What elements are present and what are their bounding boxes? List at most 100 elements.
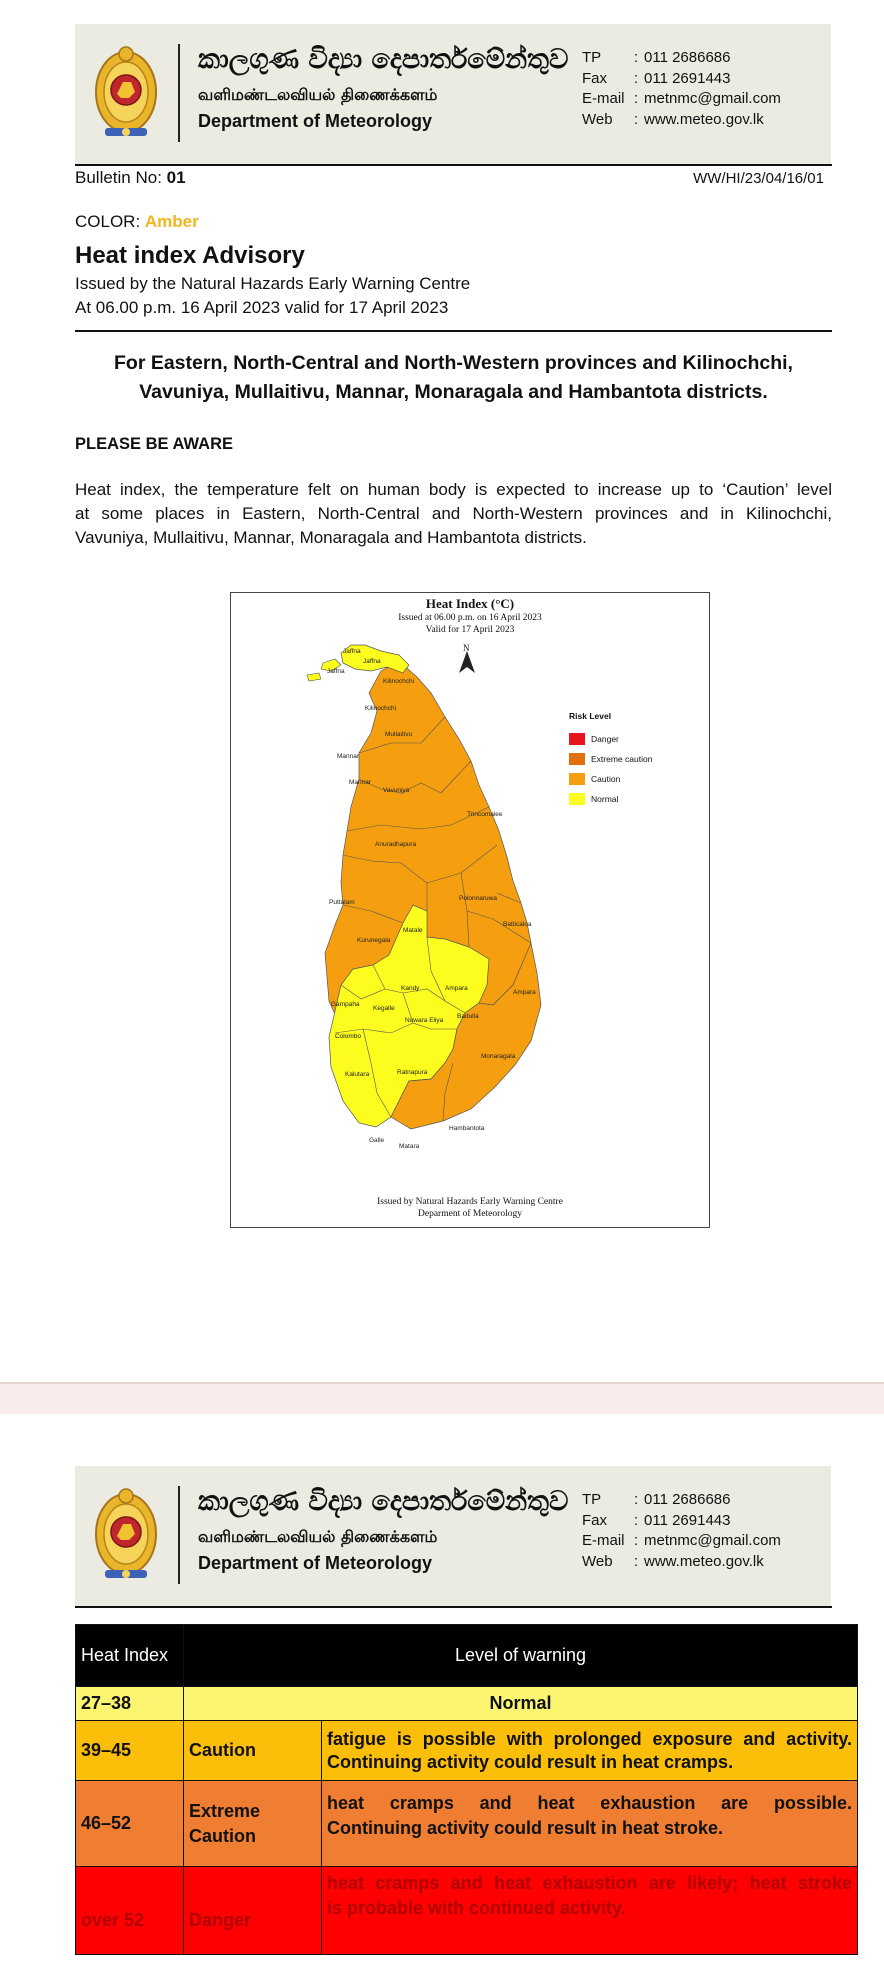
contact-block: TP:011 2686686 Fax:011 2691443 E-mail: me…	[582, 48, 781, 130]
body-line-1: Heat index, the temperature felt on huma…	[75, 480, 832, 499]
section-rule	[75, 330, 832, 332]
label-badulla: Badulla	[457, 1013, 479, 1020]
contact-fax: Fax:011 2691443	[582, 1511, 731, 1529]
label-gampaha: Gampaha	[331, 1001, 360, 1008]
label-nuwara-eliya: Nuwara Eliya	[405, 1017, 444, 1024]
table-header-row: Heat Index Level of warning	[75, 1624, 858, 1687]
bulletin-number: Bulletin No: 01	[75, 168, 186, 187]
body-line-2: at some places in Eastern, North-Central…	[75, 504, 832, 523]
issued-by: Issued by the Natural Hazards Early Warn…	[75, 274, 471, 293]
contact-tp: TP:011 2686686	[582, 49, 731, 66]
range-extreme-caution: 46–52	[75, 1780, 184, 1867]
jaffna-region	[340, 644, 410, 674]
header-rule-2	[75, 1606, 832, 1608]
legend-danger: Danger	[569, 729, 652, 749]
table-row-normal: 27–38 Normal	[75, 1686, 858, 1721]
table-row-danger: over 52 Danger heat cramps and heat exha…	[75, 1866, 858, 1955]
heat-index-map: Heat Index (°C) Issued at 06.00 p.m. on …	[230, 592, 710, 1228]
bulletin-page-1: කාලගුණ විද්‍යා දෙපාර්තමේන්තුව வளிமண்டலவி…	[75, 24, 832, 1228]
label-galle: Galle	[369, 1137, 385, 1144]
header-level-of-warning: Level of warning	[183, 1624, 858, 1687]
alert-color-value: Amber	[144, 212, 199, 231]
dept-name-tamil: வளிமண்டலவியல் திணைக்களம்	[198, 1527, 438, 1546]
map-footer-1: Issued by Natural Hazards Early Warning …	[377, 1197, 563, 1207]
label-mannar: Mannar	[349, 779, 372, 786]
label-ampara-e: Ampara	[513, 989, 536, 996]
label-polonnaruwa: Polonnaruwa	[459, 895, 497, 902]
legend-extreme-caution: Extreme caution	[569, 749, 652, 769]
label-mannar-isl: Mannar	[337, 753, 360, 760]
table-row-caution: 39–45 Caution fatigue is possible with p…	[75, 1720, 858, 1781]
desc-extreme-caution: heat cramps and heat exhaustion are poss…	[321, 1780, 858, 1867]
south-coast-region	[390, 941, 542, 1130]
sri-lanka-emblem-icon	[95, 46, 157, 136]
north-label: N	[463, 643, 470, 653]
dept-name-sinhala: කාලගුණ විද්‍යා දෙපාර්තමේන්තුව	[198, 44, 569, 75]
contact-email: E-mail: metnmc@gmail.com	[582, 90, 781, 107]
dept-name-english: Department of Meteorology	[198, 111, 433, 131]
sri-lanka-map	[306, 644, 542, 1130]
table-row-extreme-caution: 46–52 Extreme Caution heat cramps and he…	[75, 1780, 858, 1867]
level-normal: Normal	[183, 1686, 858, 1721]
label-trincomalee: Trincomalee	[467, 811, 503, 818]
label-matale: Matale	[403, 927, 423, 934]
label-kurunegala: Kurunegala	[357, 937, 391, 944]
label-anuradhapura: Anuradhapura	[375, 841, 417, 848]
map-footer-2: Deparment of Meteorology	[418, 1209, 522, 1219]
headline-line-1: For Eastern, North-Central and North-Wes…	[114, 352, 793, 374]
contact-block: TP:011 2686686 Fax:011 2691443 E-mail: me…	[582, 1490, 781, 1572]
label-jaffna-islands: Jaffna	[327, 668, 345, 675]
range-danger: over 52	[75, 1866, 184, 1955]
header-heat-index: Heat Index	[75, 1624, 184, 1687]
map-issued: Issued at 06.00 p.m. on 16 April 2023	[398, 613, 542, 623]
please-be-aware: PLEASE BE AWARE	[75, 435, 233, 453]
label-jaffna-n: Jaffna	[343, 648, 361, 655]
map-legend: Risk Level Danger Extreme caution Cautio…	[569, 711, 652, 809]
header-rule	[75, 164, 832, 166]
advisory-title: Heat index Advisory	[75, 242, 305, 269]
jaffna-islands-region	[306, 658, 342, 682]
validity: At 06.00 p.m. 16 April 2023 valid for 17…	[75, 298, 449, 317]
north-arrow-icon	[459, 651, 475, 673]
label-kegalle: Kegalle	[373, 1005, 395, 1012]
label-kandy: Kandy	[401, 985, 420, 992]
range-normal: 27–38	[75, 1686, 184, 1721]
label-colombo: Colombo	[335, 1033, 362, 1040]
bulletin-page-2: කාලගුණ විද්‍යා දෙපාර්තමේන්තුව வளிமண்டலவி…	[0, 1414, 884, 1978]
label-hambantota: Hambantota	[449, 1125, 485, 1132]
range-caution: 39–45	[75, 1720, 184, 1781]
level-extreme-caution: Extreme Caution	[183, 1780, 322, 1867]
level-danger: Danger	[183, 1866, 322, 1955]
map-valid: Valid for 17 April 2023	[425, 625, 515, 635]
page-break	[0, 1382, 884, 1414]
label-monaragala: Monaragala	[481, 1053, 516, 1060]
letterhead: කාලගුණ විද්‍යා දෙපාර්තමේන්තුව வளிமண்டலவி…	[75, 24, 831, 166]
label-ratnapura: Ratnapura	[397, 1069, 428, 1076]
legend-title: Risk Level	[569, 711, 612, 721]
contact-web: Web: www.meteo.gov.lk	[582, 110, 764, 128]
warning-level-table: Heat Index Level of warning 27–38 Normal…	[75, 1624, 858, 1955]
letterhead-divider	[178, 1486, 180, 1584]
letterhead-2: කාලගුණ විද්‍යා දෙපාර්තමේන්තුව வளிமண்டலவி…	[75, 1466, 831, 1608]
desc-danger: heat cramps and heat exhaustion are like…	[321, 1866, 858, 1955]
headline-line-2: Vavuniya, Mullaitivu, Mannar, Monaragala…	[139, 381, 768, 403]
label-mullaitivu: Mullaitivu	[385, 731, 413, 738]
label-jaffna: Jaffna	[363, 658, 381, 665]
label-batticaloa: Batticaloa	[503, 921, 532, 928]
label-kalutara: Kalutara	[345, 1071, 370, 1078]
bulletin-reference: WW/HI/23/04/16/01	[693, 170, 824, 187]
label-ampara: Ampara	[445, 985, 468, 992]
contact-email: E-mail: metnmc@gmail.com	[582, 1532, 781, 1549]
dept-name-sinhala: කාලගුණ විද්‍යා දෙපාර්තමේන්තුව	[198, 1486, 569, 1517]
contact-tp: TP:011 2686686	[582, 1491, 731, 1508]
desc-caution: fatigue is possible with prolonged expos…	[321, 1720, 858, 1781]
contact-fax: Fax:011 2691443	[582, 69, 731, 87]
label-kilinochchi-n: Kilinochchi	[383, 678, 415, 685]
sri-lanka-emblem-icon	[95, 1488, 157, 1578]
legend-caution: Caution	[569, 769, 652, 789]
label-vavuniya: Vavuniya	[383, 787, 410, 794]
label-matara: Matara	[399, 1143, 420, 1150]
alert-color: COLOR: Amber	[75, 212, 199, 231]
dept-name-tamil: வளிமண்டலவியல் திணைக்களம்	[198, 85, 438, 104]
label-kilinochchi: Kilinochchi	[365, 705, 397, 712]
